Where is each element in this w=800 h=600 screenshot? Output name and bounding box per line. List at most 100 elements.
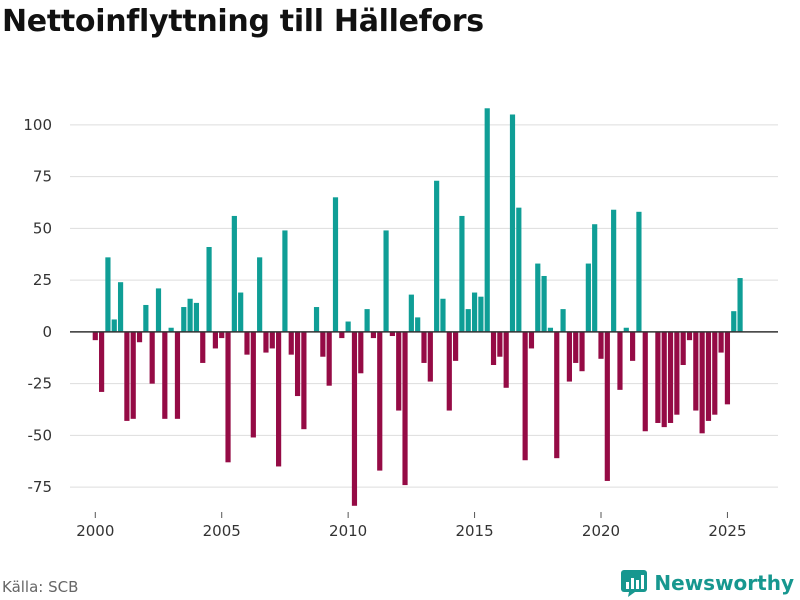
bar [611,209,617,332]
x-tick-label: 2000 [76,522,114,540]
bar [282,230,288,332]
bar [231,215,237,332]
bar [174,331,181,419]
y-tick-label: -75 [28,478,53,496]
y-tick-label: -50 [28,426,53,444]
bar [219,331,225,339]
bar [244,331,250,355]
bar [497,331,503,357]
newsworthy-logo-icon [621,570,648,597]
bar [636,211,642,332]
bar [155,288,162,332]
bar [124,331,130,421]
bar [560,309,566,332]
bar [712,331,718,415]
bar [674,331,680,415]
y-tick-label: -25 [28,375,53,393]
bar [503,331,509,388]
bar [547,327,554,332]
bar [471,292,478,332]
bar [737,278,743,332]
y-tick-label: 75 [33,168,52,186]
bar [288,331,294,355]
bar [396,331,402,411]
bar [522,331,528,461]
x-tick-label: 2015 [455,522,493,540]
bar [427,331,433,382]
x-axis-ticks: 2000 2005 2010 2015 2020 2025 [76,512,747,540]
bar [149,331,155,384]
x-tick-label: 2010 [329,522,367,540]
bar [92,331,98,341]
bar [541,275,547,332]
bar [162,331,168,419]
bars [92,108,743,506]
bar [370,331,377,339]
bar [434,180,440,332]
bar [130,331,136,419]
bar [339,331,345,339]
bar [326,331,332,386]
bar [630,331,636,361]
bar [105,257,111,332]
bar [238,292,244,332]
source-label: Källa: SCB [2,578,79,596]
x-tick-label: 2025 [708,522,746,540]
grid-lines [70,124,778,488]
bar [718,331,724,353]
bar [200,331,206,363]
bar [187,298,193,332]
bar [617,331,623,390]
bar [686,331,693,341]
y-axis-ticks: -75 -50 -25 0 25 50 75 100 [23,116,52,496]
y-tick-label: 100 [23,116,52,134]
bar [623,327,629,332]
y-tick-label: 50 [33,219,52,237]
bar [313,307,320,332]
bar [490,331,497,366]
bar [402,331,408,486]
bar [111,319,117,332]
bar [250,331,256,438]
bar [320,331,326,357]
bar [509,114,516,332]
y-tick-label: 0 [42,323,52,341]
bar [566,331,572,382]
bar [193,302,200,332]
x-tick-label: 2020 [582,522,620,540]
bar [181,307,187,332]
bar [453,331,459,361]
bar [389,331,395,337]
bar [642,331,648,432]
bar [408,294,414,332]
bar [136,331,143,343]
bar [465,309,471,332]
bar [693,331,699,411]
bar [528,331,535,349]
bar [225,331,231,463]
bar [655,331,661,423]
bar [592,224,598,332]
bar [301,331,307,430]
bar [661,331,667,428]
bar [573,331,579,363]
bar [364,309,370,332]
bar [478,296,484,332]
bar [294,331,301,397]
brand-name: Newsworthy [654,571,794,595]
bar [516,207,522,332]
bar [358,331,364,374]
bar [168,327,174,332]
bar [377,331,383,471]
bar [724,331,731,405]
bar [705,331,712,421]
bar [598,331,604,359]
bar [383,230,389,332]
bar [143,304,149,332]
bar [263,331,269,353]
y-tick-label: 25 [33,271,52,289]
bar [269,331,275,349]
bar [415,317,421,332]
x-tick-label: 2005 [203,522,241,540]
